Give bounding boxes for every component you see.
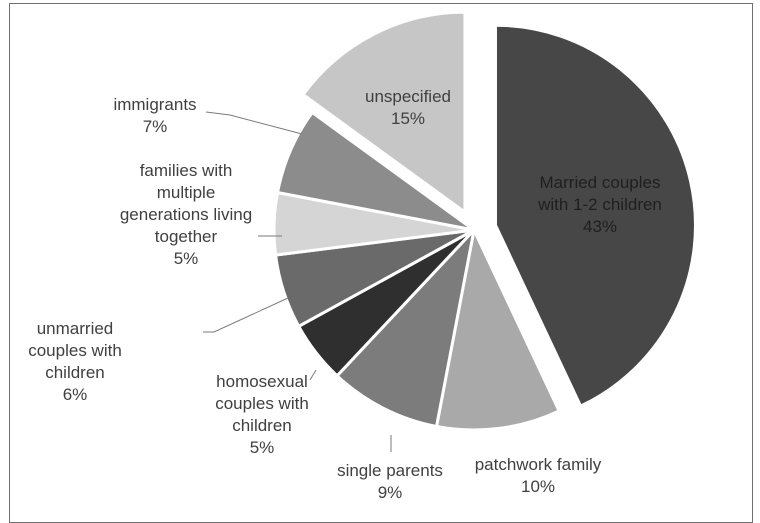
leader-line-homosexual-couples xyxy=(309,369,317,381)
pie-slice-immigrants xyxy=(275,110,475,232)
slice-label-married-couples-with-1-2-children: Married couples with 1-2 children 43% xyxy=(537,173,662,236)
leader-line-unmarried-couples xyxy=(203,297,289,333)
leader-line-immigrants xyxy=(205,111,303,135)
pie-slice-patchwork-family xyxy=(434,225,562,432)
pie-slice-unspecified xyxy=(301,10,467,216)
slice-label-unmarried-couples-with-children: unmarried couples with children 6% xyxy=(28,319,122,404)
slice-label-unspecified: unspecified 15% xyxy=(365,87,451,128)
slice-label-immigrants: immigrants 7% xyxy=(113,95,196,136)
leader-lines xyxy=(203,111,392,452)
pie-slices xyxy=(272,10,697,432)
slice-labels: Married couples with 1-2 children 43% patch… xyxy=(28,87,662,502)
pie-slice-married-couples-with-1-2-children xyxy=(493,23,697,409)
pie-chart: Married couples with 1-2 children 43% patch… xyxy=(28,10,697,502)
slice-label-families-with-multiple-generations-living-together: families with multiple generations living t… xyxy=(120,161,252,268)
slice-label-single-parents: single parents 9% xyxy=(337,461,443,502)
slice-label-homosexual-couples-with-children: homosexual couples with children 5% xyxy=(215,372,309,457)
pie-slice-single-parents xyxy=(334,225,477,429)
slice-label-patchwork-family: patchwork family 10% xyxy=(475,455,602,496)
